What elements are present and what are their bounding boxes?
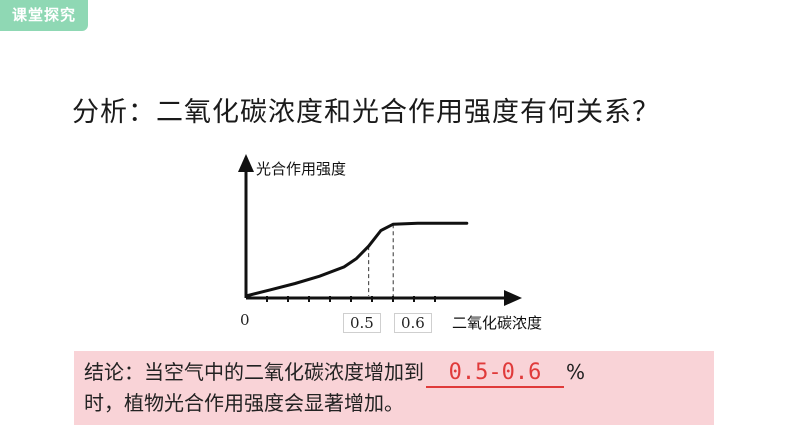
question-text: 分析：二氧化碳浓度和光合作用强度有何关系？ — [72, 97, 660, 128]
answer-blank: 0.5-0.6 — [426, 360, 564, 388]
origin-label: 0 — [240, 311, 250, 329]
curve — [244, 221, 469, 298]
x-axis-arrow — [504, 290, 522, 306]
y-axis-arrow — [238, 154, 254, 172]
tick-label-0.6: 0.6 — [394, 313, 432, 333]
guide-lines — [368, 224, 394, 296]
conclusion-line-2: 时，植物光合作用强度会显著增加。 — [84, 391, 404, 415]
conclusion-line-1: 结论：当空气中的二氧化碳浓度增加到 0.5-0.6% — [84, 357, 704, 388]
conclusion-box: 结论：当空气中的二氧化碳浓度增加到 0.5-0.6% 时，植物光合作用强度会显著增… — [74, 351, 714, 425]
tick-label-0.5: 0.5 — [343, 313, 381, 333]
conclusion-suffix: % — [566, 360, 586, 384]
chart-axes — [238, 154, 522, 306]
section-tag: 课堂探究 — [0, 0, 88, 31]
x-axis-ticks — [266, 296, 436, 302]
x-axis-label: 二氧化碳浓度 — [452, 314, 543, 332]
conclusion-prefix: 结论：当空气中的二氧化碳浓度增加到 — [84, 360, 424, 384]
y-axis-label: 光合作用强度 — [256, 160, 347, 178]
